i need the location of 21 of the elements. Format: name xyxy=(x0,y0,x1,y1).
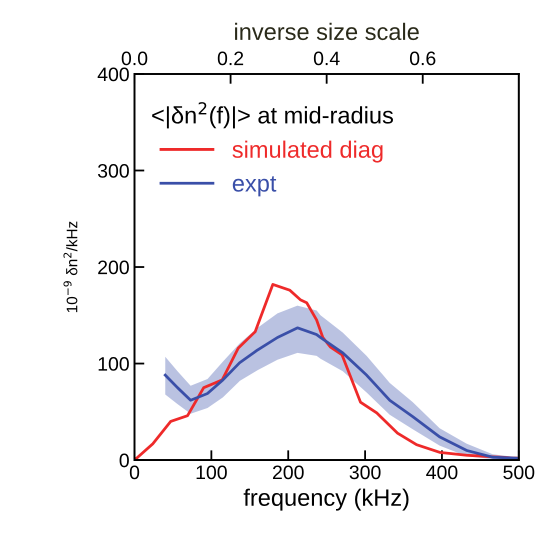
x-tick-label: 100 xyxy=(196,465,227,480)
legend-label: simulated diag xyxy=(232,140,383,163)
x-tick-label: 300 xyxy=(350,465,381,480)
legend-label: expt xyxy=(232,176,276,196)
x2-tick-label: 0.0 xyxy=(122,52,148,66)
y-tick-label: 0 xyxy=(120,454,129,468)
x-axis-title: frequency (kHz) xyxy=(244,488,409,511)
x-tick-label: 200 xyxy=(272,465,304,480)
y-axis-title: 10$^{−9}$ δn$^{2}$/kHz xyxy=(63,222,78,312)
x2-tick-label: 0.6 xyxy=(410,52,436,66)
x-tick-label: 400 xyxy=(426,465,458,480)
y-tick-label: 400 xyxy=(98,67,129,82)
x-tick-label: 0 xyxy=(130,465,140,480)
x2-axis-title: inverse size scale xyxy=(235,22,419,40)
x2-tick-label: 0.4 xyxy=(314,52,340,66)
y-tick-label: 100 xyxy=(98,357,129,371)
y-tick-label: 200 xyxy=(98,260,129,274)
x2-tick-label: 0.2 xyxy=(218,52,244,66)
legend-title: <|δn$^{2}$(f)|> at mid-radius xyxy=(152,102,393,128)
x-tick-label: 500 xyxy=(503,465,534,480)
y-tick-label: 300 xyxy=(98,164,129,178)
